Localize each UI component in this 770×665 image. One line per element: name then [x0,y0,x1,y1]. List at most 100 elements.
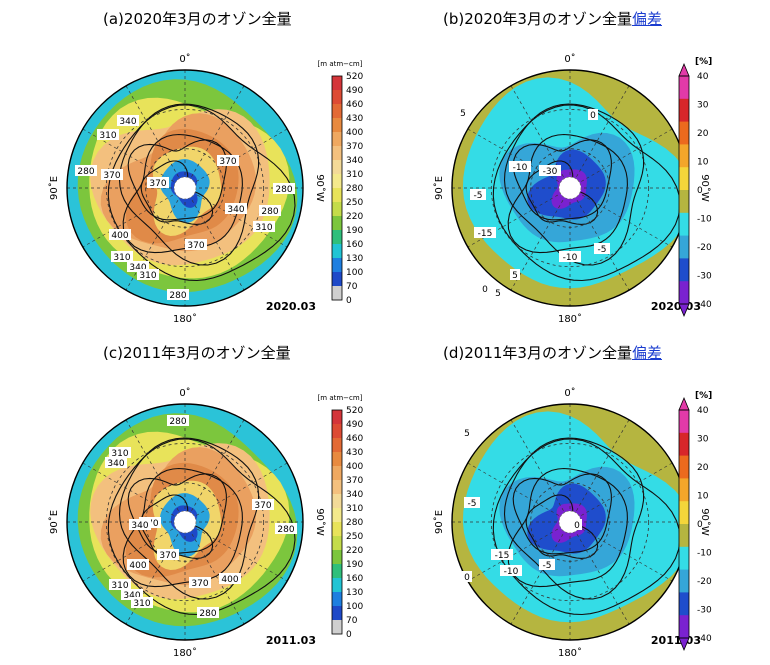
contour-label-bg [470,189,486,200]
contour-label: 280 [199,609,216,619]
colorbar-tick-label: 0 [346,630,352,640]
contour-label-bg [458,107,468,118]
colorbar-segment [332,272,342,287]
panel-b: (b)2020年3月のオゾン全量偏差 5 0 -10 -30 -5 -15 -10 -5 5 5 0… [385,0,770,332]
colorbar-tick-label: 220 [346,546,363,556]
panel-title: (d)2011年3月のオゾン全量偏差 [443,342,662,363]
coastline [107,104,296,282]
contour-label: 0 [464,573,470,583]
colorbar-segment [332,606,342,621]
contour-label-bg [559,251,581,262]
contour-label-bg [189,577,211,588]
pole-no-data [173,176,197,200]
contour-label: 280 [275,185,292,195]
contour-label-bg [109,447,131,458]
colorbar-unit: [m atm−cm] [318,60,363,68]
coastline [492,104,681,282]
contour-label-bg [219,573,241,584]
colorbar-tick-label: 370 [346,142,363,152]
contour-label-bg [225,203,247,214]
contour-label: 370 [254,501,271,511]
colorbar-segment [679,121,689,145]
colorbar-segment [332,410,342,425]
colorbar-segment [332,202,342,217]
contour-label-bg [594,243,610,254]
anomaly-link[interactable]: 偏差 [631,10,662,28]
colorbar-tick-label: 30 [697,435,709,445]
panel-c: (c)2011年3月のオゾン全量 28031034037037034040037… [0,332,385,665]
date-stamp: 2020.03 [266,300,316,313]
contour-label: -5 [474,191,483,201]
contour-label-bg [109,229,131,240]
colorbar-tick-label: 310 [346,504,363,514]
contour-label-bg [462,427,472,438]
contour-label: -10 [563,253,578,263]
contour-label-bg [75,165,97,176]
colorbar-tick-label: 280 [346,518,363,528]
coastline [122,133,243,254]
colorbar-segment [679,569,689,593]
contour-label: 310 [139,271,156,281]
latitude-circle [490,442,650,602]
contour-label: 370 [191,579,208,589]
contour-label: 370 [219,157,236,167]
pole-no-data [558,176,582,200]
axis-label-top: 0˚ [564,387,575,399]
colorbar-tick-label: 130 [346,254,363,264]
colorbar-tick-label: 310 [346,170,363,180]
contour-label: 400 [221,575,238,585]
contour-label: 0 [574,521,580,531]
panel-title: (b)2020年3月のオゾン全量偏差 [443,8,662,29]
colorbar-tick-label: 0 [346,296,352,306]
contour-label: 5 [464,429,470,439]
contour-label: -30 [543,167,558,177]
axis-label-left: 90˚E [48,510,60,534]
colorbar-tick-label: 100 [346,268,363,278]
contour-label: 310 [111,581,128,591]
anomaly-link[interactable]: 偏差 [631,344,662,362]
panel-title-text: (c)2011年3月のオゾン全量 [103,344,291,362]
panel-title: (c)2011年3月のオゾン全量 [103,342,291,363]
coastline [525,160,599,225]
contour-label-bg [509,161,531,172]
contour-label-bg [572,519,582,530]
contour-label-bg [127,261,149,272]
contour-label: 340 [107,459,124,469]
colorbar-tick-label: 40 [697,72,709,82]
colorbar-segment [332,494,342,509]
contour-label: 280 [261,207,278,217]
colorbar-tick-label: 340 [346,156,363,166]
contour-label-bg [167,289,189,300]
contour-label-bg [137,269,159,280]
colorbar-tick-label: -40 [697,300,712,310]
axis-label-left: 90˚E [48,176,60,200]
colorbar-tick-label: 490 [346,86,363,96]
contour-label: 370 [187,241,204,251]
axis-label-bottom: 180˚ [173,647,197,659]
colorbar-tick-label: 460 [346,434,363,444]
colorbar-segment [679,212,689,237]
contour-label-bg [157,549,179,560]
contour-label-bg [462,571,472,582]
colorbar-segment [332,174,342,189]
colorbar-segment [332,90,342,105]
colorbar-segment [332,536,342,551]
colorbar-tick-label: -40 [697,634,712,644]
contour-label: 400 [111,231,128,241]
contour-label: -15 [495,551,510,561]
contour-label: -15 [478,229,493,239]
colorbar-segment [332,480,342,495]
colorbar-tick-label: 430 [346,114,363,124]
colorbar-tick-label: 10 [697,158,709,168]
panel-d: (d)2011年3月のオゾン全量偏差 5 -5 0 -15 -10 -5 0 0˚ 180˚ 90… [385,332,770,665]
coastline [507,467,628,588]
contour-label: 280 [169,291,186,301]
contour-label-bg [131,597,153,608]
panel-title: (a)2020年3月のオゾン全量 [103,8,292,29]
coastline [512,473,612,555]
panel-title-text: (d)2011年3月のオゾン全量 [443,344,632,362]
ozone-map-total: 3403103702803703704002803103403102802803… [48,53,363,325]
contour-label-bg [129,519,151,530]
contour-label: 340 [129,263,146,273]
axis-label-top: 0˚ [179,53,190,65]
